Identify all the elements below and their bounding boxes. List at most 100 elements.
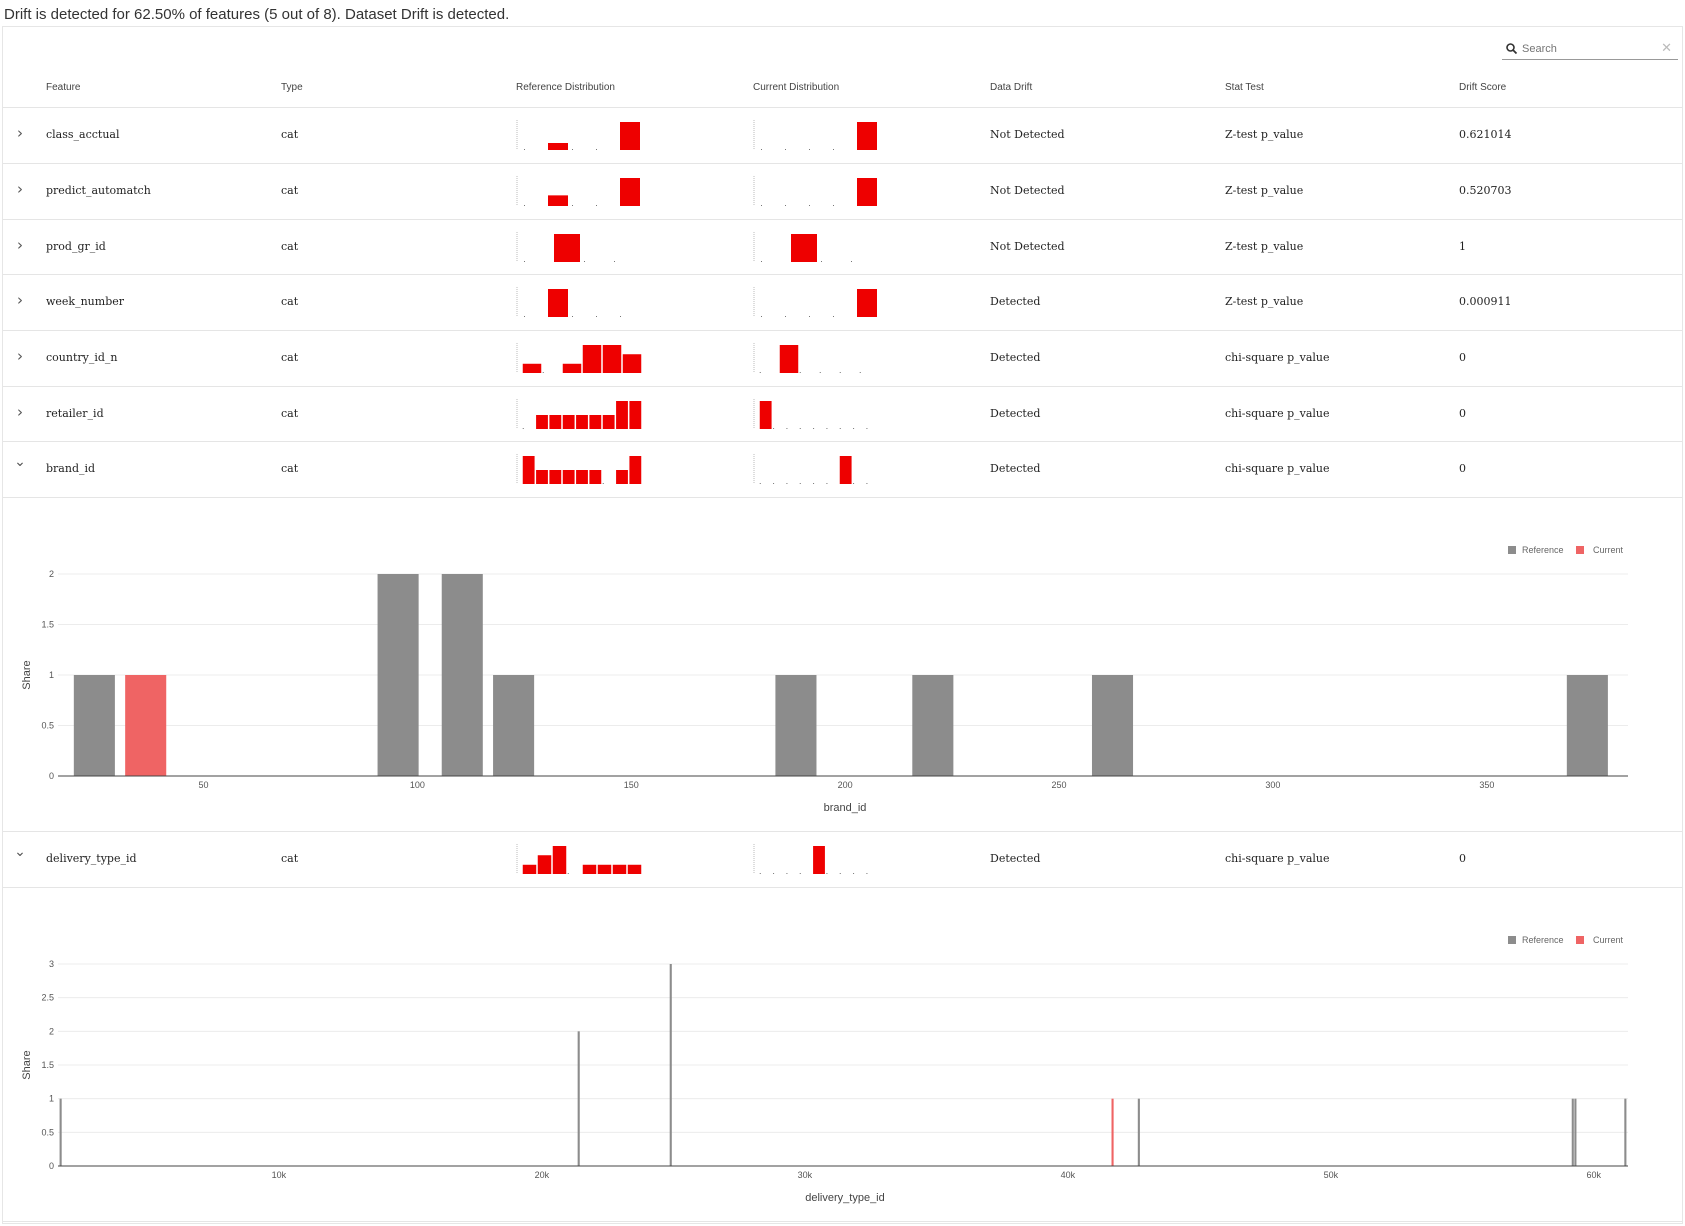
sparkline-bar [799, 372, 801, 373]
y-tick-label: 0 [49, 1161, 54, 1171]
chevron-right-icon[interactable]: › [17, 347, 23, 365]
sparkline-bar [809, 316, 810, 317]
sparkline-bar [562, 470, 575, 484]
legend-swatch-reference [1508, 546, 1516, 554]
drift-status: Detected [990, 407, 1041, 420]
feature-type: cat [281, 184, 299, 197]
column-header-current-distribution[interactable]: Current Distribution [753, 82, 840, 93]
legend-swatch-reference [1508, 936, 1516, 944]
sparkline-bar [761, 261, 762, 262]
feature-name: country_id_n [46, 351, 118, 364]
sparkline-bar [572, 205, 573, 206]
y-axis-title: Share [21, 660, 33, 689]
x-tick-label: 60k [1587, 1170, 1602, 1180]
stat-test: Z-test p_value [1225, 295, 1304, 308]
search-input[interactable] [1522, 40, 1662, 58]
row-divider [3, 831, 1682, 832]
x-tick-label: 50k [1324, 1170, 1339, 1180]
sparkline-bar [759, 873, 761, 874]
sparkline-bar [552, 846, 567, 874]
reference-distribution-sparkline [516, 343, 642, 373]
sparkline-bar [522, 363, 542, 373]
column-header-reference-distribution[interactable]: Reference Distribution [516, 82, 615, 93]
drift-table-panel [2, 26, 1683, 1224]
sparkline-bar [857, 122, 877, 150]
feature-name: predict_automatch [46, 184, 151, 197]
legend-swatch-current [1576, 936, 1584, 944]
chevron-right-icon[interactable]: › [17, 236, 23, 254]
drift-score: 0.000911 [1459, 295, 1512, 308]
column-header-type[interactable]: Type [281, 82, 303, 93]
row-divider [3, 386, 1682, 387]
sparkline-bar [536, 470, 548, 484]
stat-test: Z-test p_value [1225, 184, 1304, 197]
legend-label-reference: Reference [1522, 935, 1564, 945]
current-distribution-sparkline [753, 399, 868, 429]
x-tick-label: 350 [1479, 780, 1494, 790]
sparkline-bar [866, 428, 868, 429]
y-tick-label: 1.5 [41, 620, 54, 630]
column-header-data-drift[interactable]: Data Drift [990, 82, 1033, 93]
feature-type: cat [281, 240, 299, 253]
feature-type: cat [281, 407, 299, 420]
chart-bar-reference [441, 574, 483, 776]
sparkline-bar [602, 345, 622, 373]
sparkline-bar [821, 261, 822, 262]
sparkline-bar [813, 483, 815, 484]
chevron-down-icon[interactable]: ⌄ [14, 454, 26, 470]
sparkline-bar [791, 234, 817, 262]
sparkline-bar [602, 415, 615, 429]
sparkline-bar [859, 372, 861, 373]
chart-bar-current [125, 675, 167, 776]
sparkline-bar [562, 363, 582, 373]
sparkline-bar [614, 261, 615, 262]
stat-test: Z-test p_value [1225, 240, 1304, 253]
drift-summary: Drift is detected for 62.50% of features… [4, 6, 510, 23]
feature-type: cat [281, 462, 299, 475]
sparkline-bar [853, 873, 855, 874]
sparkline-bar [620, 122, 640, 150]
drift-status: Detected [990, 295, 1041, 308]
sparkline-bar [616, 470, 628, 484]
sparkline-bar [576, 415, 588, 429]
column-header-stat-test[interactable]: Stat Test [1225, 82, 1264, 93]
chevron-right-icon[interactable]: › [17, 180, 23, 198]
chart-bar-reference [775, 675, 817, 776]
legend-label-reference: Reference [1522, 545, 1564, 555]
sparkline-bar [584, 261, 585, 262]
sparkline-bar [786, 428, 788, 429]
sparkline-bar [786, 483, 788, 484]
drift-status: Detected [990, 852, 1041, 865]
sparkline-bar [853, 483, 855, 484]
sparkline-bar [548, 195, 568, 206]
sparkline-bar [524, 261, 525, 262]
chart-bar-reference [1566, 675, 1608, 776]
sparkline-bar [524, 316, 525, 317]
y-tick-label: 0.5 [41, 721, 54, 731]
row-divider [3, 219, 1682, 220]
sparkline-bar [522, 864, 537, 874]
reference-distribution-sparkline [516, 844, 642, 874]
sparkline-bar [627, 864, 642, 874]
sparkline-bar [542, 372, 544, 373]
sparkline-bar [809, 205, 810, 206]
column-header-feature[interactable]: Feature [46, 82, 81, 93]
chevron-down-icon[interactable]: ⌄ [14, 844, 26, 860]
sparkline-bar [839, 372, 841, 373]
sparkline-bar [866, 483, 868, 484]
stat-test: chi-square p_value [1225, 462, 1330, 475]
current-distribution-sparkline [753, 343, 861, 373]
column-header-drift-score[interactable]: Drift Score [1459, 82, 1507, 93]
sparkline-bar [785, 205, 786, 206]
chevron-right-icon[interactable]: › [17, 124, 23, 142]
sparkline-bar [826, 873, 828, 874]
sparkline-bar [562, 415, 575, 429]
drift-status: Not Detected [990, 184, 1065, 197]
sparkline-bar [612, 864, 627, 874]
sparkline-bar [576, 470, 588, 484]
search-box[interactable]: ✕ [1502, 40, 1678, 60]
delivery-type-id-distribution-chart: 0 0.5 1 1.5 2 2.5 3 10k 20k 30k 40k 50k 60k delivery_… [21, 935, 1628, 1204]
chevron-right-icon[interactable]: › [17, 291, 23, 309]
close-icon[interactable]: ✕ [1661, 41, 1672, 56]
chevron-right-icon[interactable]: › [17, 403, 23, 421]
